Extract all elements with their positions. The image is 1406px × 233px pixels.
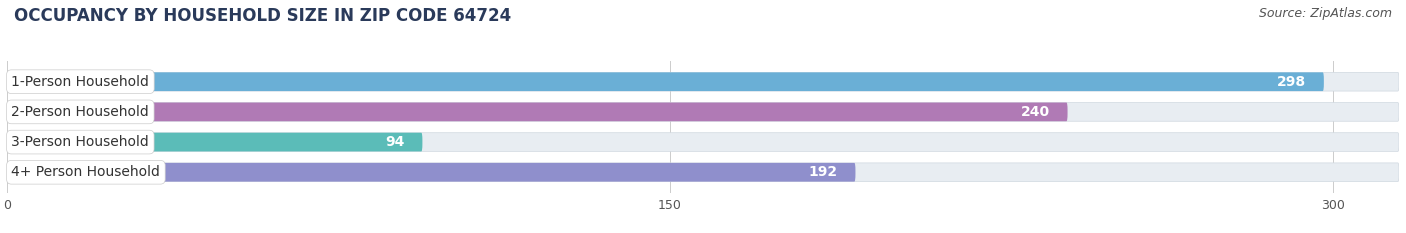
- Text: 2-Person Household: 2-Person Household: [11, 105, 149, 119]
- Text: 192: 192: [808, 165, 838, 179]
- FancyBboxPatch shape: [7, 133, 422, 151]
- FancyBboxPatch shape: [7, 103, 1067, 121]
- FancyBboxPatch shape: [7, 163, 855, 182]
- Text: 298: 298: [1277, 75, 1306, 89]
- FancyBboxPatch shape: [7, 72, 1324, 91]
- Text: 3-Person Household: 3-Person Household: [11, 135, 149, 149]
- Text: Source: ZipAtlas.com: Source: ZipAtlas.com: [1258, 7, 1392, 20]
- FancyBboxPatch shape: [7, 133, 1399, 151]
- Text: 94: 94: [385, 135, 405, 149]
- Text: 1-Person Household: 1-Person Household: [11, 75, 149, 89]
- Text: 240: 240: [1021, 105, 1050, 119]
- FancyBboxPatch shape: [7, 103, 1399, 121]
- Text: OCCUPANCY BY HOUSEHOLD SIZE IN ZIP CODE 64724: OCCUPANCY BY HOUSEHOLD SIZE IN ZIP CODE …: [14, 7, 512, 25]
- Text: 4+ Person Household: 4+ Person Household: [11, 165, 160, 179]
- FancyBboxPatch shape: [7, 163, 1399, 182]
- FancyBboxPatch shape: [7, 72, 1399, 91]
